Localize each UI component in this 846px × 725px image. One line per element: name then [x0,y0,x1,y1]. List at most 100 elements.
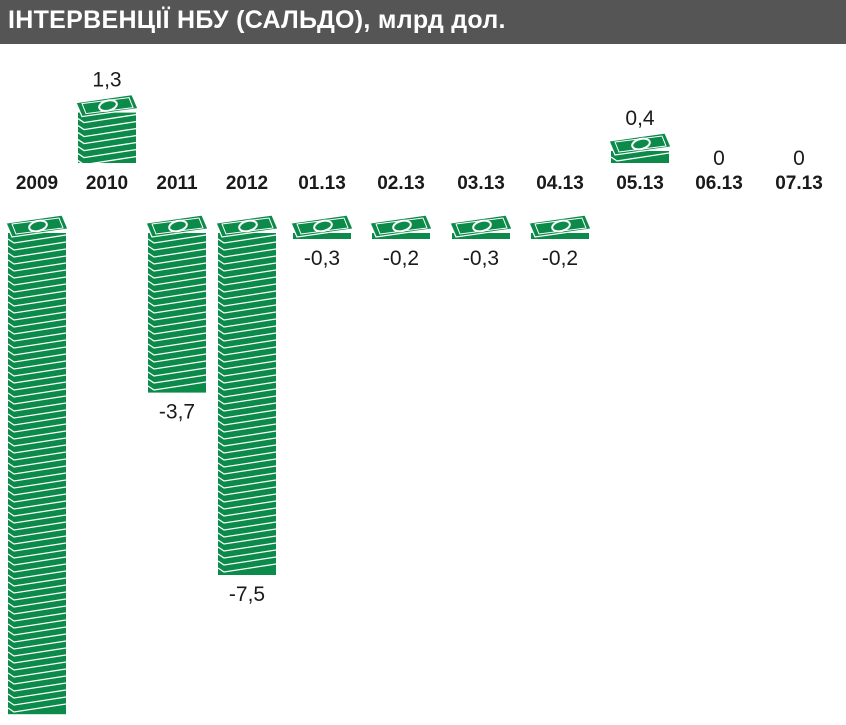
banknote-sheet-edge [7,297,67,307]
banknote-sheet-edge [217,290,277,300]
banknote-sheet-edge [147,255,207,265]
value-label: -10,4 [13,722,61,725]
banknote-sheet-edge [7,507,67,517]
banknote-sheet-edge [77,113,137,124]
banknote-sheet-edge [7,626,67,636]
banknote-sheet-edge [217,409,277,419]
banknote-sheet-edge [217,423,277,433]
banknote-border [221,217,274,235]
banknote-sheet-edge [7,493,67,503]
banknote-border [455,217,508,235]
category-label: 07.13 [775,173,823,194]
banknote-sheet-edge [217,283,277,293]
banknote-sheet-edge [217,353,277,363]
banknote-sheet-edge [147,262,207,272]
banknote-sheet-edge [7,612,67,622]
banknote-sheet-edge [217,241,277,251]
category-label: 02.13 [377,173,425,194]
bar-04.13 [528,214,592,239]
banknote-sheet-edge [7,381,67,391]
banknote-sheet-edge [217,430,277,440]
banknote-sheet-edge [147,276,207,286]
banknote-sheet-edge [7,584,67,594]
banknote-sheet-edge [147,297,207,307]
banknote-sheet-edge [7,234,67,244]
banknote-sheet-edge [217,339,277,349]
banknote-sheet-edge [7,598,67,608]
category-label: 03.13 [457,173,505,194]
banknote-sheet-edge [217,402,277,412]
banknote-sheet-edge [217,311,277,321]
banknote-portrait [28,219,48,233]
banknote-sheet-edge [217,528,277,538]
banknote-stack-body [372,233,430,239]
banknote-sheet-edge [217,549,277,559]
banknote-sheet-edge [217,262,277,272]
banknote-sheet-edge [147,304,207,314]
value-label: 0 [713,147,725,170]
banknote-sheet-edge [147,269,207,279]
banknote-sheet-edge [7,661,67,671]
banknote-sheet-edge [217,332,277,342]
banknote-sheet-edge [147,311,207,321]
banknote-sheet-edge [217,507,277,517]
banknote-sheet-edge [7,556,67,566]
banknote-sheet-edge [77,155,137,166]
banknote-sheet-edge [147,353,207,363]
title-bar: ІНТЕРВЕНЦІЇ НБУ (САЛЬДО), млрд дол. [0,0,846,44]
banknote-sheet-edge [217,451,277,461]
banknote-sheet-edge [7,241,67,251]
banknote-stack-body [531,233,589,239]
banknote-sheet-edge [7,262,67,272]
banknote-sheet-edge [7,269,67,279]
banknote-sheet-edge [217,374,277,384]
banknote-sheet-edge [7,486,67,496]
banknote-sheet-edge [7,374,67,384]
banknote-sheet-edge [147,381,207,391]
banknote-sheet-edge [7,423,67,433]
value-label: -0,2 [542,247,578,270]
banknote-sheet-edge [7,367,67,377]
banknote-sheet-edge [7,647,67,657]
banknote-sheet-edge [147,325,207,335]
banknote-sheet-edge [7,535,67,545]
category-label: 2011 [156,173,198,194]
banknote-sheet-edge [147,339,207,349]
bar-03.13 [449,214,513,239]
banknote-sheet-edge [7,416,67,426]
category-label: 06.13 [695,173,743,194]
banknote-sheet-edge [7,339,67,349]
value-label: 0,4 [625,107,655,130]
banknote-sheet-edge [7,591,67,601]
banknote-sheet-edge [217,437,277,447]
banknote-sheet-edge [217,416,277,426]
chart-canvas: 2009 -10,4 2010 1,3 2011 -3,7 2012 -7,5 01.13 -0,… [5,69,823,725]
banknote-sheet-edge [217,556,277,566]
banknote-sheet-edge [217,479,277,489]
banknote-sheet-edge [217,276,277,286]
banknote-sheet-edge [7,430,67,440]
banknote-sheet-edge [7,311,67,321]
bar-2009 [5,214,69,715]
banknote-sheet-edge [217,360,277,370]
banknote-sheet-edge [7,675,67,685]
banknote-sheet-edge [7,640,67,650]
value-label: -0,3 [463,247,499,270]
banknote-sheet-edge [7,318,67,328]
banknote-sheet-edge [7,514,67,524]
banknote-sheet-edge [7,304,67,314]
bar-05.13 [608,132,672,163]
banknote-sheet-edge [217,395,277,405]
banknote-sheet-edge [217,465,277,475]
banknote-sheet-edge [7,290,67,300]
bar-2011 [145,214,209,393]
banknote-sheet-edge [7,255,67,265]
banknote-sheet-edge [7,353,67,363]
banknote-portrait [98,99,118,112]
banknote-border [11,217,64,235]
value-label: -7,5 [229,583,265,606]
banknote-sheet-edge [217,367,277,377]
bar-2010 [75,93,139,166]
banknote-sheet-edge [217,542,277,552]
category-label: 05.13 [616,173,664,194]
